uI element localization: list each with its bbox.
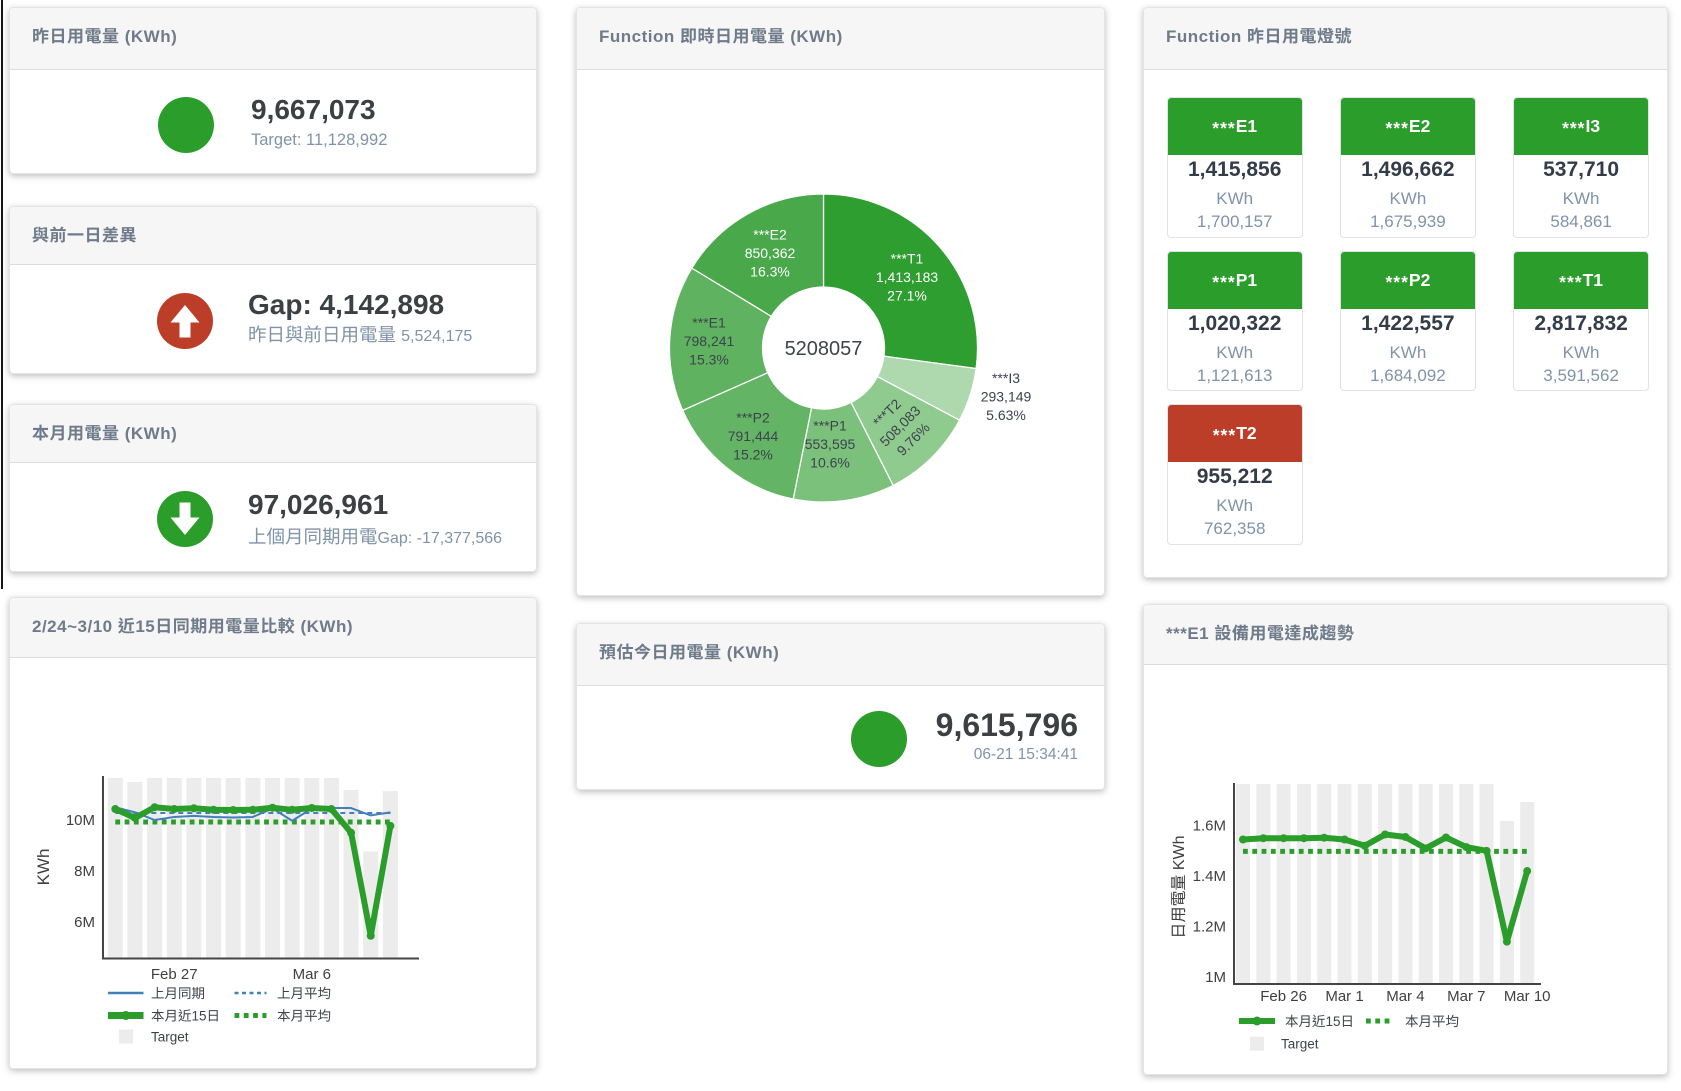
svg-text:791,444: 791,444 <box>728 428 779 444</box>
svg-text:1.4M: 1.4M <box>1193 868 1226 885</box>
svg-text:***I3: ***I3 <box>992 370 1020 386</box>
svg-text:Target: Target <box>1281 1037 1319 1052</box>
svg-text:***E2: ***E2 <box>753 227 787 243</box>
svg-text:***P1: ***P1 <box>813 418 847 434</box>
svg-text:1M: 1M <box>1205 969 1226 986</box>
svg-text:6M: 6M <box>74 914 95 931</box>
svg-text:10M: 10M <box>66 812 95 829</box>
svg-text:16.3%: 16.3% <box>750 264 790 280</box>
svg-text:15.3%: 15.3% <box>689 352 729 368</box>
svg-text:27.1%: 27.1% <box>887 288 927 304</box>
svg-text:Mar 4: Mar 4 <box>1386 988 1424 1005</box>
svg-text:Mar 10: Mar 10 <box>1504 988 1551 1005</box>
svg-text:Mar 6: Mar 6 <box>293 966 331 983</box>
svg-text:10.6%: 10.6% <box>810 455 850 471</box>
svg-text:850,362: 850,362 <box>745 245 796 261</box>
svg-text:***T1: ***T1 <box>891 251 924 267</box>
svg-text:本月近15日: 本月近15日 <box>151 1009 220 1024</box>
svg-text:Feb 26: Feb 26 <box>1260 988 1307 1005</box>
svg-text:Mar 1: Mar 1 <box>1325 988 1363 1005</box>
svg-text:1.6M: 1.6M <box>1193 818 1226 835</box>
svg-text:Target: Target <box>151 1030 189 1045</box>
svg-text:293,149: 293,149 <box>981 389 1032 405</box>
svg-text:本月平均: 本月平均 <box>277 1009 331 1024</box>
svg-text:***P2: ***P2 <box>736 410 770 426</box>
svg-text:本月平均: 本月平均 <box>1405 1014 1459 1029</box>
svg-text:Mar 7: Mar 7 <box>1447 988 1485 1005</box>
svg-text:***E1: ***E1 <box>692 315 726 331</box>
svg-text:KWh: KWh <box>34 849 53 886</box>
svg-text:798,241: 798,241 <box>684 333 735 349</box>
svg-text:553,595: 553,595 <box>805 436 856 452</box>
svg-text:15.2%: 15.2% <box>733 447 773 463</box>
svg-text:8M: 8M <box>74 863 95 880</box>
svg-text:本月近15日: 本月近15日 <box>1285 1014 1354 1029</box>
svg-text:Feb 27: Feb 27 <box>151 966 198 983</box>
svg-text:上月平均: 上月平均 <box>277 986 331 1001</box>
svg-text:1.2M: 1.2M <box>1193 919 1226 936</box>
svg-text:5.63%: 5.63% <box>986 407 1026 423</box>
svg-text:1,413,183: 1,413,183 <box>876 269 938 285</box>
svg-text:5208057: 5208057 <box>785 338 863 360</box>
svg-text:上月同期: 上月同期 <box>151 986 205 1001</box>
svg-text:日用電量 KWh: 日用電量 KWh <box>1171 835 1188 938</box>
